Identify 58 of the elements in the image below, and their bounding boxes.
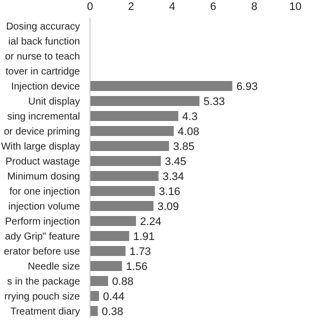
x-tick-label: 10 (289, 1, 302, 13)
bar (90, 276, 108, 286)
y-tick-label: Perform injection (4, 216, 80, 228)
y-tick-label: Needle size (28, 262, 80, 272)
y-tick-label: Product wastage (6, 156, 80, 168)
y-tick-label: tover in cartridge (6, 66, 80, 78)
y-tick-label: for one injection (9, 186, 80, 198)
data-label: 5.33 (203, 96, 225, 108)
data-label: 3.45 (164, 156, 186, 168)
bar (90, 216, 136, 226)
data-label: 4.3 (182, 110, 198, 123)
data-label: 0.88 (112, 276, 134, 288)
data-label: 6.93 (236, 80, 258, 93)
data-label: 3.34 (162, 170, 184, 183)
x-tick-label: 4 (169, 1, 176, 13)
data-label: 0.38 (102, 306, 124, 318)
bar (90, 141, 170, 151)
data-label: 1.91 (133, 230, 155, 243)
data-label: 2.24 (140, 216, 162, 228)
y-tick-label: s in the package (7, 276, 80, 288)
y-tick-label: Unit display (28, 96, 80, 108)
x-tick-label: 0 (86, 1, 94, 13)
bar (90, 96, 200, 106)
y-tick-label: erator before use (4, 246, 80, 258)
bar (90, 171, 159, 181)
x-tick-label: 6 (210, 1, 216, 13)
x-tick-label: 8 (251, 1, 258, 13)
data-label: 3.85 (173, 140, 194, 153)
y-tick-label: ady Grip” feature (4, 232, 80, 242)
y-tick-label: rrying pouch size (4, 292, 80, 302)
y-tick-label: With large display (1, 142, 80, 152)
data-label: 3.09 (157, 200, 179, 213)
bar (90, 306, 98, 316)
y-tick-label: ial back function (8, 36, 80, 48)
x-tick-label: 2 (128, 1, 134, 13)
bar (90, 111, 178, 121)
y-tick-label: Treatment diary (10, 306, 80, 318)
y-tick-label: or nurse to teach (4, 52, 80, 62)
bar (90, 231, 130, 241)
y-tick-label: or device priming (4, 126, 80, 138)
y-tick-label: injection volume (8, 202, 80, 212)
bar (90, 291, 100, 301)
data-label: 0.44 (103, 290, 124, 303)
data-label: 1.56 (126, 260, 148, 273)
bar (90, 246, 126, 256)
data-label: 1.73 (130, 246, 151, 258)
bar (90, 186, 155, 196)
y-tick-label: Dosing accuracy (6, 22, 80, 32)
bar (90, 201, 154, 211)
y-tick-label: Injection device (11, 82, 80, 92)
bar (90, 261, 122, 271)
data-label: 4.08 (178, 126, 200, 138)
bar (90, 126, 174, 136)
y-tick-label: Minimum dosing (7, 172, 80, 182)
y-tick-label: sing incremental (7, 112, 80, 122)
bar (90, 156, 161, 166)
data-label: 3.16 (158, 186, 180, 198)
bar (90, 81, 232, 91)
